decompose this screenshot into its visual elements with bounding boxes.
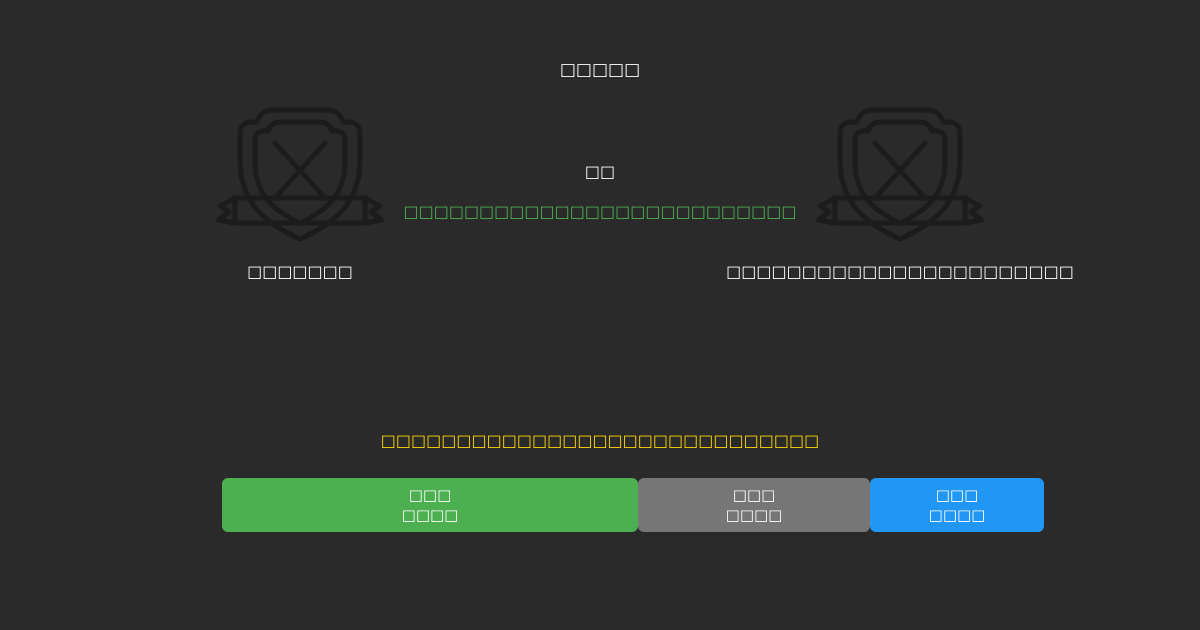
primary-action-button[interactable]: □□□ □□□□ <box>222 478 638 532</box>
left-player-label: □□□□□□□ <box>247 262 353 281</box>
center-status-message: □□□□□□□□□□□□□□□□□□□□□□□□□□ <box>403 202 797 221</box>
secondary-action-button-line2: □□□□ <box>725 506 783 524</box>
info-action-button-line1: □□□ <box>935 486 979 504</box>
left-player-badge <box>200 98 400 258</box>
center-heading: □□ <box>584 162 616 181</box>
info-action-button[interactable]: □□□ □□□□ <box>870 478 1044 532</box>
secondary-action-button-line1: □□□ <box>732 486 776 504</box>
secondary-action-button[interactable]: □□□ □□□□ <box>638 478 870 532</box>
primary-action-button-line1: □□□ <box>408 486 452 504</box>
notice-message: □□□□□□□□□□□□□□□□□□□□□□□□□□□□□ <box>380 431 820 450</box>
page-title: □□□□□ <box>559 60 641 80</box>
action-button-row: □□□ □□□□ □□□ □□□□ □□□ □□□□ <box>222 478 1044 532</box>
shield-badge-x-icon <box>815 107 985 242</box>
right-player-badge <box>800 98 1000 258</box>
primary-action-button-line2: □□□□ <box>401 506 459 524</box>
shield-badge-x-icon <box>215 107 385 242</box>
right-player-label: □□□□□□□□□□□□□□□□□□□□□□□ <box>726 262 1074 281</box>
center-status-block: □□ □□□□□□□□□□□□□□□□□□□□□□□□□□ <box>300 160 900 224</box>
info-action-button-line2: □□□□ <box>928 506 986 524</box>
